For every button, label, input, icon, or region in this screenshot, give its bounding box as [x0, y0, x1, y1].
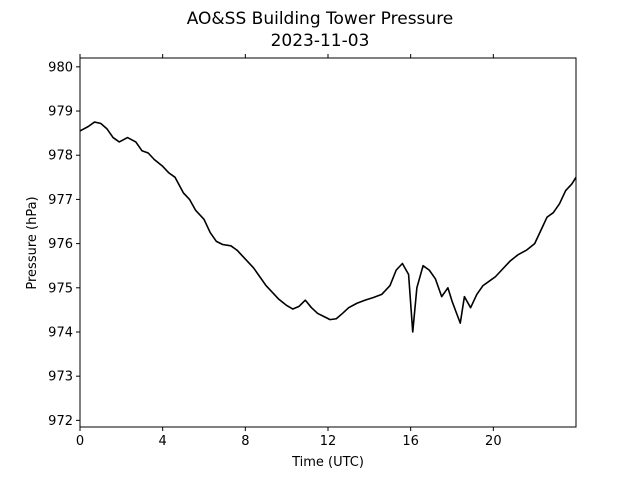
chart-subtitle: 2023-11-03 — [271, 31, 370, 51]
series-layer — [79, 121, 577, 333]
y-tick-label: 980 — [48, 60, 73, 75]
x-tick-label: 12 — [320, 434, 337, 449]
x-tick-label: 8 — [241, 434, 249, 449]
x-tick-label: 4 — [159, 434, 167, 449]
x-tick-label: 16 — [402, 434, 419, 449]
y-axis-label: Pressure (hPa) — [25, 196, 40, 289]
y-tick-label: 976 — [48, 237, 73, 252]
pressure-series-line — [79, 121, 577, 333]
y-tick-label: 973 — [48, 370, 73, 385]
x-tick-label: 0 — [76, 434, 84, 449]
x-tick-label: 20 — [485, 434, 502, 449]
y-tick-label: 972 — [48, 414, 73, 429]
y-tick-label: 975 — [48, 281, 73, 296]
y-tick-label: 974 — [48, 325, 73, 340]
plot-frame — [79, 57, 577, 428]
x-axis-label: Time (UTC) — [291, 455, 364, 470]
y-tick-label: 977 — [48, 193, 73, 208]
y-tick-label: 979 — [48, 105, 73, 120]
chart-title: AO&SS Building Tower Pressure — [187, 9, 454, 29]
y-tick-label: 978 — [48, 149, 73, 164]
ticks-layer: 0 4 8 12 16 20 972 973 974 975 976 977 978 979 980 — [48, 54, 502, 449]
